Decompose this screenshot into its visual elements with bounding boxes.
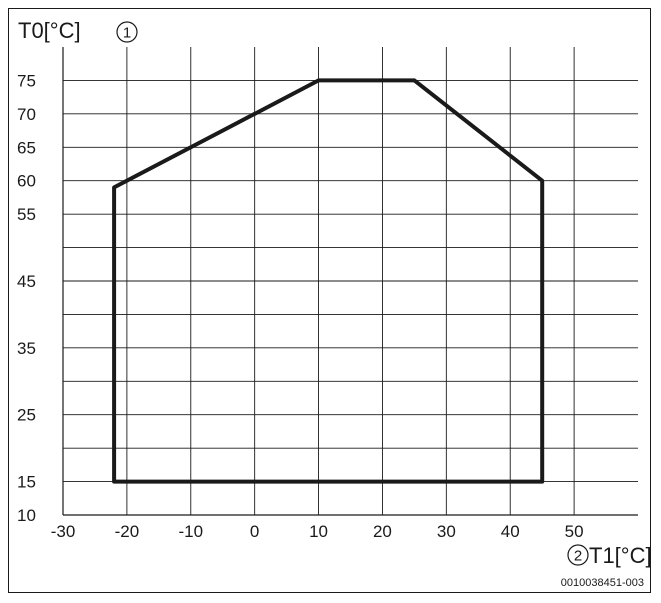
x-axis-marker: 2 <box>567 544 589 566</box>
x-axis-marker-number: 2 <box>574 548 582 565</box>
y-tick-label-65: 65 <box>17 138 36 157</box>
y-axis-title: T0[°C] <box>18 18 81 43</box>
y-tick-label-35: 35 <box>17 339 36 358</box>
x-tick-label--30: -30 <box>51 522 76 541</box>
x-tick-label-30: 30 <box>437 522 456 541</box>
tick-labels: 10 15 25 35 45 55 60 65 70 75 -30 -20 -10 0 10 20 30 40 50 <box>17 71 584 541</box>
x-tick-label-10: 10 <box>309 522 328 541</box>
y-tick-label-45: 45 <box>17 272 36 291</box>
y-tick-label-15: 15 <box>17 473 36 492</box>
operating-limit-line-0 <box>112 78 545 484</box>
y-tick-label-55: 55 <box>17 205 36 224</box>
x-tick-label-20: 20 <box>373 522 392 541</box>
x-tick-label-0: 0 <box>250 522 259 541</box>
y-tick-label-25: 25 <box>17 406 36 425</box>
figure-id: 0010038451-003 <box>561 577 644 589</box>
x-axis-title: T1[°C] <box>589 543 652 568</box>
y-tick-label-70: 70 <box>17 105 36 124</box>
y-tick-label-60: 60 <box>17 172 36 191</box>
y-axis-marker: 1 <box>116 21 138 43</box>
series-layer <box>112 78 545 484</box>
x-tick-label-40: 40 <box>501 522 520 541</box>
y-axis-marker-number: 1 <box>123 25 131 42</box>
x-tick-label--10: -10 <box>178 522 203 541</box>
y-tick-label-75: 75 <box>17 71 36 90</box>
x-tick-label--20: -20 <box>115 522 140 541</box>
x-tick-label-50: 50 <box>565 522 584 541</box>
grid <box>62 47 638 516</box>
y-tick-label-10: 10 <box>17 506 36 525</box>
